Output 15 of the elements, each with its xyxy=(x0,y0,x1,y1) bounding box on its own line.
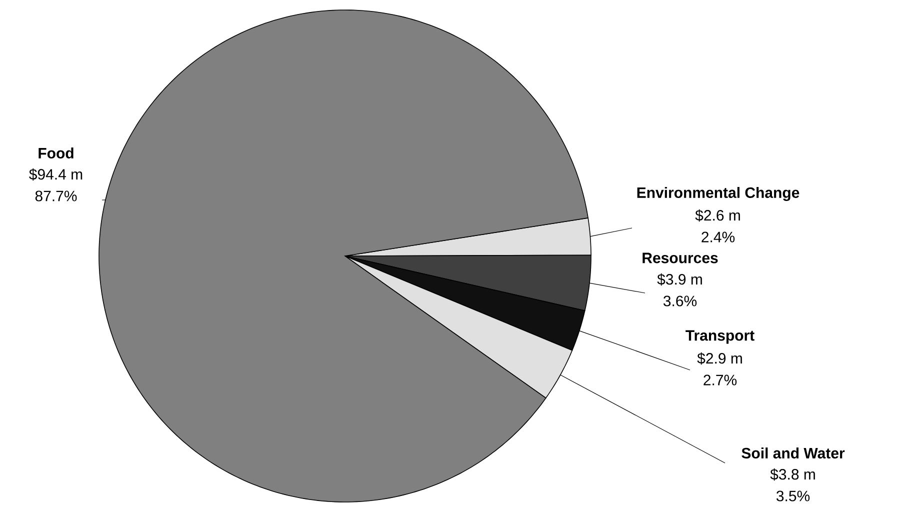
text: 87.7% xyxy=(35,190,77,202)
data-label: $94.4 m xyxy=(29,168,82,181)
data-label: $2.6 m xyxy=(695,209,740,222)
text: 3.5% xyxy=(776,490,810,502)
text: 2.7% xyxy=(704,374,737,386)
data-label: $2.9 m xyxy=(697,352,742,365)
data-label: $3.8 m xyxy=(770,468,815,481)
slice-label: Environmental Change xyxy=(637,186,800,202)
slice-label: Resources xyxy=(642,252,718,264)
slice-label: Soil and Water xyxy=(742,447,845,458)
data-label: $3.9 m xyxy=(657,273,702,286)
text: 3.6% xyxy=(663,296,697,306)
slice-label: Food xyxy=(38,147,74,158)
slice-label: Transport xyxy=(686,330,754,344)
text: 2.4% xyxy=(702,232,735,242)
